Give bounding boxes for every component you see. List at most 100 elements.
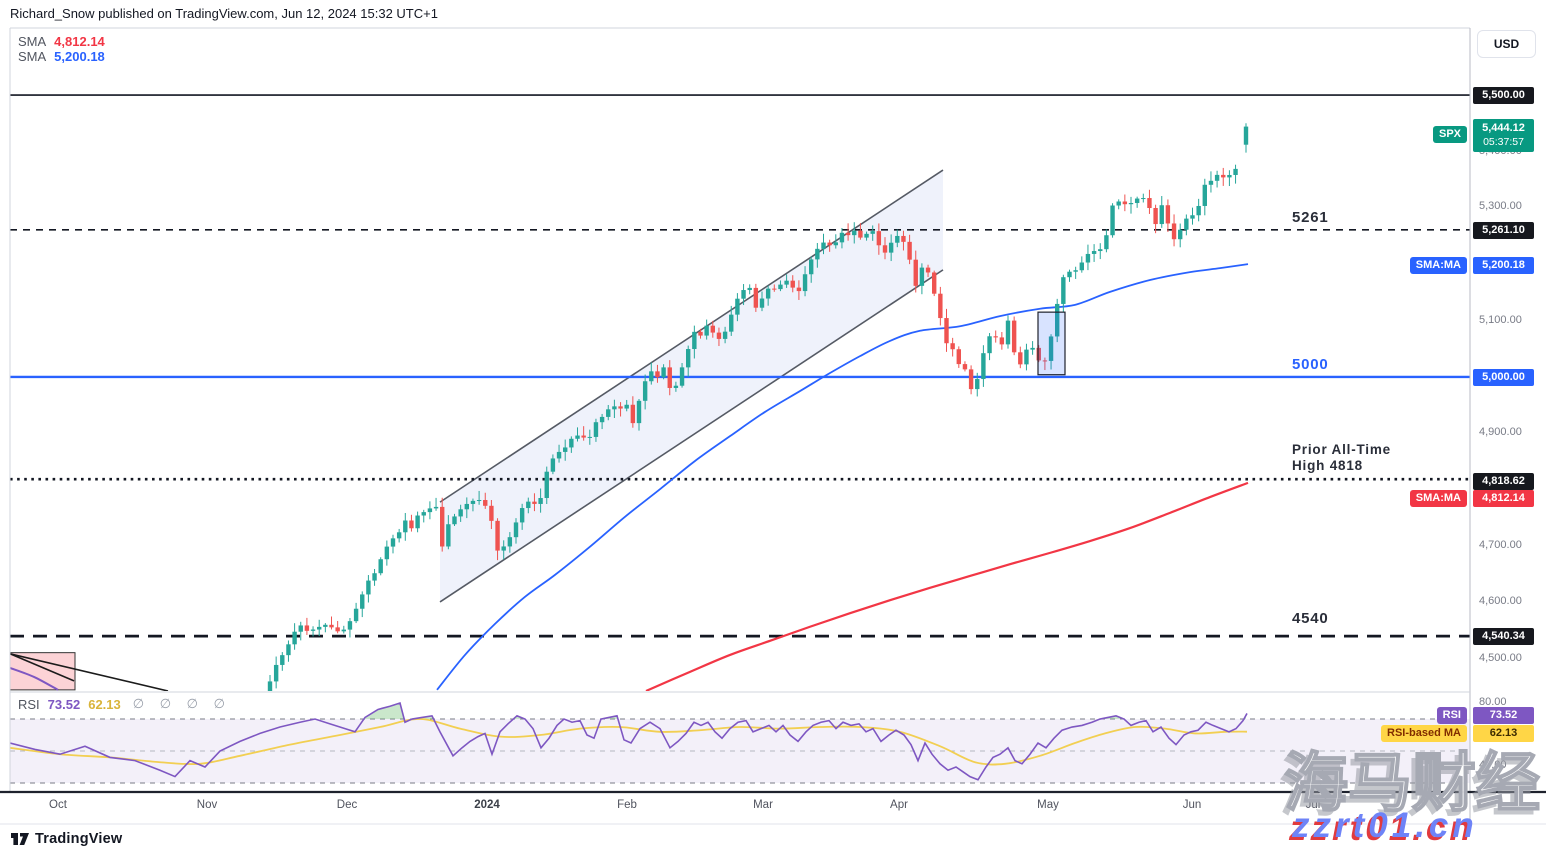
- candle: [495, 520, 500, 551]
- candle: [1243, 126, 1249, 145]
- candle: [353, 608, 359, 622]
- candle: [526, 501, 531, 509]
- axis-price-label-4,540.34: 4,540.34: [1473, 627, 1534, 645]
- candle: [938, 293, 943, 319]
- candle: [630, 404, 636, 424]
- level-label-5261.1[interactable]: 5261: [1292, 209, 1329, 226]
- level-label-5000[interactable]: 5000: [1292, 356, 1329, 373]
- time-label-Oct[interactable]: Oct: [49, 799, 67, 811]
- trend-channel-lower-line[interactable]: [439, 269, 944, 603]
- candle: [341, 629, 346, 632]
- candle: [1104, 235, 1109, 250]
- candle: [1116, 201, 1121, 206]
- time-label-Dec[interactable]: Dec: [336, 799, 358, 811]
- candle: [569, 438, 574, 448]
- candle: [692, 331, 697, 350]
- time-label-Jun[interactable]: Jun: [1182, 799, 1202, 811]
- candle: [587, 436, 592, 438]
- time-label-Mar[interactable]: Mar: [753, 799, 773, 811]
- candle: [1048, 336, 1054, 361]
- axis-tick-80.00: 80.00: [1479, 696, 1507, 708]
- candle: [267, 681, 273, 691]
- axis-tick-4,500.00: 4,500.00: [1479, 652, 1522, 664]
- candle: [1091, 251, 1097, 254]
- corner-trend-line-1[interactable]: [10, 653, 75, 682]
- sma-200-legend-row[interactable]: SMA 4,812.14: [18, 34, 105, 49]
- time-label-Nov[interactable]: Nov: [196, 799, 218, 811]
- candle: [1098, 249, 1103, 252]
- time-label-2024[interactable]: 2024: [474, 799, 500, 811]
- candle: [852, 230, 857, 236]
- corner-trend-line-0[interactable]: [10, 653, 169, 691]
- candle: [686, 349, 691, 368]
- candle: [1036, 347, 1041, 361]
- tradingview-logo[interactable]: TradingView: [11, 830, 122, 848]
- candle: [470, 500, 476, 504]
- candle: [932, 272, 937, 294]
- currency-toggle-button[interactable]: USD: [1477, 30, 1536, 58]
- candle: [593, 422, 599, 437]
- candle: [833, 242, 838, 246]
- price-pane[interactable]: [10, 94, 1470, 718]
- candle: [360, 594, 365, 609]
- candle: [1159, 205, 1164, 225]
- candle: [796, 287, 802, 292]
- tradingview-logo-icon: [11, 833, 29, 845]
- candle: [864, 233, 869, 238]
- candle: [519, 508, 525, 523]
- candle: [1061, 277, 1066, 304]
- axis-tick-4,900.00: 4,900.00: [1479, 426, 1522, 438]
- candle: [1171, 223, 1177, 240]
- candle: [1178, 229, 1183, 240]
- time-label-May[interactable]: May: [1037, 799, 1059, 811]
- candle: [335, 627, 340, 632]
- candle: [729, 314, 734, 332]
- candle: [1190, 215, 1195, 219]
- level-label-4818.62[interactable]: Prior All-Time High 4818: [1292, 442, 1391, 473]
- candle: [778, 284, 783, 290]
- candle: [292, 631, 297, 645]
- watermark-site-url: zzrt01.cn: [1292, 806, 1478, 845]
- candle: [956, 349, 961, 365]
- candle: [323, 624, 328, 627]
- candle: [476, 500, 482, 502]
- candle: [1147, 198, 1152, 209]
- candle: [784, 280, 789, 285]
- candle: [999, 337, 1005, 345]
- sma-50-legend-row[interactable]: SMA 5,200.18: [18, 49, 105, 64]
- time-label-Apr[interactable]: Apr: [890, 799, 908, 811]
- rsi-pane[interactable]: [10, 702, 1470, 784]
- sma-50-line[interactable]: [436, 263, 1249, 691]
- sma-200-line[interactable]: [645, 481, 1249, 691]
- candle: [944, 318, 949, 344]
- time-label-Feb[interactable]: Feb: [617, 799, 637, 811]
- retest-highlight-box[interactable]: [1037, 311, 1066, 376]
- candles[interactable]: [267, 123, 1249, 717]
- trend-channel-upper-line[interactable]: [439, 169, 944, 503]
- axis-price-label-5,261.10: 5,261.10: [1473, 221, 1534, 239]
- candle: [544, 471, 549, 499]
- candle: [563, 447, 568, 452]
- rsi-label: RSI: [18, 696, 40, 712]
- candle: [280, 655, 285, 665]
- candle: [396, 532, 402, 539]
- candle: [1110, 205, 1115, 236]
- rsi-value: 73.52: [47, 696, 81, 712]
- candle: [1202, 184, 1207, 206]
- candle: [1214, 174, 1220, 181]
- time-label-Jul[interactable]: Jul: [1305, 799, 1321, 811]
- candle: [433, 506, 439, 509]
- candle: [975, 379, 980, 390]
- rsi-legend-row[interactable]: RSI 73.52 62.13 ∅ ∅ ∅ ∅: [18, 696, 231, 712]
- candle: [673, 385, 679, 388]
- rsi-line[interactable]: [10, 702, 1248, 781]
- candle: [845, 232, 851, 236]
- candle: [907, 241, 912, 260]
- level-label-4540.34[interactable]: 4540: [1292, 610, 1329, 627]
- candle: [538, 498, 543, 504]
- candle: [882, 245, 888, 253]
- candle: [1141, 198, 1146, 200]
- rsi-ma-line[interactable]: [10, 718, 1248, 766]
- candle: [919, 267, 925, 286]
